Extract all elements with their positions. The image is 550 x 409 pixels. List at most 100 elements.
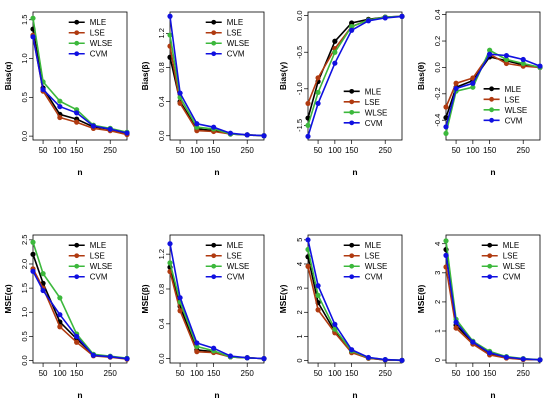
series-line-wlse (169, 34, 265, 137)
data-point-cvm (365, 354, 372, 361)
data-point-cvm (167, 13, 173, 19)
plot-frame (169, 234, 265, 364)
data-point-cvm (107, 354, 113, 360)
data-point-cvm (315, 283, 321, 289)
series-line-mle (32, 28, 128, 135)
y-tick-label: 1.0 (20, 53, 29, 63)
legend-label: CVM (227, 50, 245, 59)
legend-marker (211, 242, 217, 248)
y-tick-label: 1 (295, 334, 304, 338)
x-tick-label: 100 (190, 369, 204, 378)
x-tick-label: 150 (70, 369, 84, 378)
y-tick-label: 0.0 (157, 131, 166, 141)
legend-label: WLSE (227, 262, 250, 271)
legend-label: CVM (365, 119, 383, 128)
data-point-lse (443, 104, 449, 110)
x-tick-label: 250 (379, 146, 393, 155)
data-point-cvm (40, 287, 46, 294)
y-tick-label: 1.5 (20, 283, 29, 293)
data-point-lse (177, 308, 183, 314)
y-tick-label: 1.2 (157, 249, 166, 259)
x-tick-label: 100 (328, 369, 342, 378)
data-point-lse (503, 60, 510, 67)
x-tick-label: 250 (104, 146, 118, 155)
legend-marker (489, 86, 494, 92)
data-point-wlse (443, 238, 449, 244)
data-point-lse (305, 263, 311, 269)
data-point-cvm (487, 350, 493, 356)
series-line-lse (169, 45, 265, 137)
plot-frame (307, 11, 403, 141)
data-point-wlse (30, 239, 36, 245)
y-axis-label: MSE(β) (140, 284, 150, 313)
legend-label: LSE (365, 252, 380, 261)
data-point-wlse (305, 122, 311, 128)
data-point-cvm (470, 80, 476, 86)
x-tick-label: 50 (176, 369, 185, 378)
legend-label: WLSE (505, 106, 528, 115)
data-point-wlse (40, 271, 46, 277)
legend-marker (211, 263, 217, 269)
panel-5: 50 100 150 250 0.0 0.5 1.0 1.5 2.0 2.5 n MSE(α) MLE L… (3, 234, 130, 400)
data-point-cvm (305, 133, 311, 139)
series-line-mle (32, 254, 128, 360)
data-point-cvm (503, 52, 510, 59)
plot-frame (445, 234, 541, 364)
legend-label: WLSE (227, 39, 250, 48)
x-tick-label: 250 (241, 369, 255, 378)
legend-marker (211, 30, 217, 36)
legend-marker (211, 19, 217, 25)
y-tick-label: 0 (295, 358, 304, 362)
series-line-mle (307, 15, 403, 119)
y-tick-label: 3 (433, 271, 442, 275)
data-point-wlse (332, 326, 338, 332)
x-tick-label: 250 (104, 369, 118, 378)
y-tick-label: 0.2 (433, 36, 442, 46)
y-tick-label: 4 (295, 262, 304, 266)
series-line-cvm (32, 36, 128, 134)
data-point-cvm (537, 63, 543, 69)
data-point-cvm (399, 357, 405, 363)
y-tick-label: 0.4 (157, 96, 166, 106)
data-point-lse (315, 75, 321, 81)
legend-marker (489, 96, 494, 102)
y-tick-label: 0 (433, 358, 442, 362)
x-tick-label: 150 (345, 369, 359, 378)
legend-marker (349, 274, 355, 280)
y-axis-label: MSE(α) (3, 284, 13, 313)
y-tick-label: 1 (433, 329, 442, 333)
x-axis-label: n (490, 390, 495, 400)
plot-frame (169, 11, 265, 141)
x-tick-label: 250 (241, 146, 255, 155)
data-point-lse (74, 119, 80, 125)
legend-label: WLSE (365, 262, 388, 271)
data-point-mle (349, 20, 355, 26)
y-tick-label: 0.4 (157, 319, 166, 329)
x-tick-label: 150 (483, 146, 497, 155)
legend-label: CVM (90, 273, 108, 282)
x-tick-label: 100 (190, 146, 204, 155)
y-tick-label: 0.5 (20, 331, 29, 341)
legend-marker (487, 253, 493, 259)
y-axis-label: Bias(θ) (416, 62, 426, 90)
data-point-cvm (124, 130, 130, 136)
data-point-cvm (194, 340, 200, 346)
legend-label: MLE (365, 87, 381, 96)
legend-marker (74, 242, 80, 248)
data-point-cvm (227, 353, 234, 359)
y-tick-label: 0.8 (157, 284, 166, 294)
data-point-cvm (332, 321, 338, 327)
data-point-wlse (57, 98, 63, 104)
x-tick-label: 150 (483, 369, 497, 378)
data-point-wlse (443, 130, 449, 137)
legend-marker (349, 88, 355, 94)
legend-marker (349, 109, 355, 115)
data-point-cvm (194, 121, 200, 127)
x-tick-label: 100 (466, 146, 480, 155)
data-point-cvm (349, 347, 355, 353)
legend-marker (74, 40, 80, 46)
